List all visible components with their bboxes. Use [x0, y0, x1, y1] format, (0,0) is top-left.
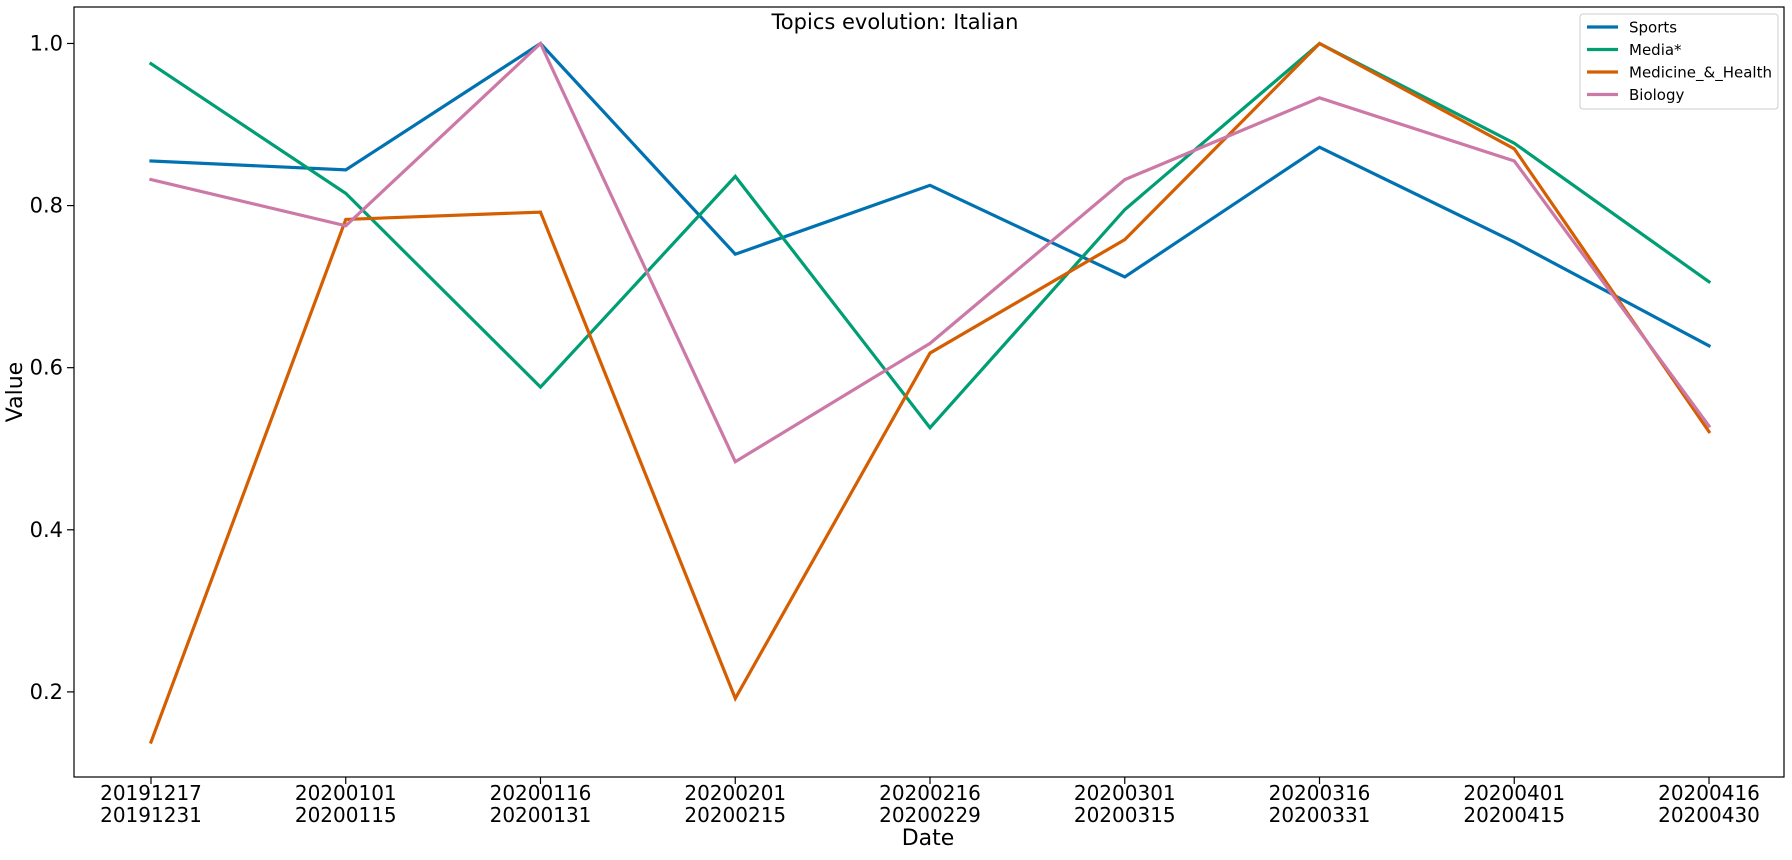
legend-label: Medicine_&_Health — [1629, 64, 1772, 83]
y-axis-label: Value — [3, 362, 28, 422]
x-tick-label: 20200315 — [1074, 803, 1176, 827]
series-line-medicine-health — [148, 41, 1712, 745]
x-tick-label: 20200415 — [1463, 803, 1565, 827]
plot-area — [73, 6, 1785, 778]
x-tick-label: 20200316 — [1269, 781, 1371, 805]
x-tick-label: 20200215 — [684, 803, 786, 827]
x-axis-label: Date — [902, 826, 955, 851]
legend-label: Media* — [1629, 41, 1682, 59]
x-tick-label: 20191231 — [100, 803, 202, 827]
x-tick-label: 20200131 — [490, 803, 592, 827]
y-tick-label: 0.8 — [30, 194, 63, 218]
legend-box — [1579, 13, 1779, 110]
x-tick-label: 20200201 — [684, 781, 786, 805]
x-tick-label: 20200115 — [295, 803, 397, 827]
series-lines — [148, 40, 1712, 745]
x-tick-label: 20200331 — [1269, 803, 1371, 827]
y-tick-label: 0.6 — [30, 356, 63, 380]
series-line-biology — [149, 40, 1712, 464]
legend: Sports Media* Medicine_&_Health Biology — [1579, 13, 1779, 110]
chart-title: Topics evolution: Italian — [771, 10, 1019, 34]
y-tick-label: 1.0 — [30, 31, 63, 55]
y-tick-label: 0.2 — [30, 680, 63, 704]
x-tick-label: 20200229 — [879, 803, 981, 827]
x-tick-label: 20200216 — [879, 781, 981, 805]
series-line-media — [148, 41, 1712, 431]
series-line-sports — [149, 41, 1712, 348]
x-tick-label: 20200430 — [1658, 803, 1760, 827]
x-tick-label: 20200401 — [1463, 781, 1565, 805]
legend-label: Sports — [1629, 19, 1677, 37]
x-tick-label: 20200301 — [1074, 781, 1176, 805]
x-tick-label: 20200116 — [490, 781, 592, 805]
legend-label: Biology — [1629, 86, 1685, 104]
y-axis: 0.2 0.4 0.6 0.8 1.0 — [30, 31, 74, 704]
x-tick-label: 20200101 — [295, 781, 397, 805]
x-tick-label: 20200416 — [1658, 781, 1760, 805]
x-tick-label: 20191217 — [100, 781, 202, 805]
y-tick-label: 0.4 — [30, 518, 63, 542]
